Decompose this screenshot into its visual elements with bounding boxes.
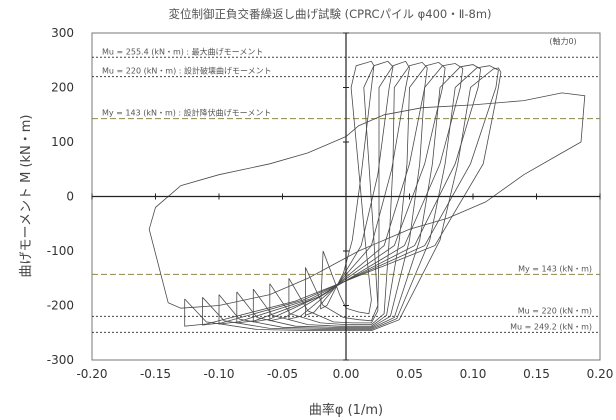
x-tick-label: 0.20 xyxy=(587,367,614,381)
x-tick-label: -0.20 xyxy=(76,367,107,381)
hysteresis-loop-9 xyxy=(184,67,502,331)
x-tick-label: 0.10 xyxy=(460,367,487,381)
hysteresis-loop-1 xyxy=(320,60,375,315)
x-tick-label: 0.05 xyxy=(396,367,423,381)
x-axis-label: 曲率φ (1/m) xyxy=(309,402,383,418)
y-tick-label: 200 xyxy=(51,81,74,95)
y-tick-label: -300 xyxy=(47,353,74,367)
x-tick-label: -0.05 xyxy=(267,367,298,381)
reference-line-label: Mu = 220 (kN・m) xyxy=(518,306,592,315)
hysteresis-loop-7 xyxy=(218,64,482,329)
reference-line-label: Mu = 220 (kN・m) : 設計破壊曲げモーメント xyxy=(102,66,272,76)
x-tick-label: -0.15 xyxy=(140,367,171,381)
chart-title: 変位制御正負交番繰返し曲げ試験 (CPRCパイル φ400・Ⅱ-8m) xyxy=(168,7,491,21)
reference-line-label: Mu = 249.2 (kN・m) xyxy=(510,322,592,331)
axial-force-note: (軸力0) xyxy=(549,36,576,46)
y-axis-label: 曲げモーメント M (kN・m) xyxy=(19,114,34,277)
hysteresis-loop-6 xyxy=(236,63,464,328)
x-tick-label: 0.15 xyxy=(523,367,550,381)
hysteresis-loop-10 xyxy=(148,92,586,309)
y-tick-label: 100 xyxy=(51,135,74,149)
x-tick-label: 0.00 xyxy=(333,367,360,381)
y-tick-label: -100 xyxy=(47,244,74,258)
y-tick-label: 0 xyxy=(66,190,74,204)
reference-line-label: Mu = 255.4 (kN・m) : 最大曲げモーメント xyxy=(102,46,263,56)
y-tick-labels: 300 200 100 0 -100 -200 -300 xyxy=(47,26,74,367)
series-group xyxy=(148,60,586,331)
reference-line-label: My = 143 (kN・m) : 設計降伏曲げモーメント xyxy=(102,108,271,118)
reference-line-label: My = 143 (kN・m) xyxy=(518,264,592,273)
hysteresis-loop-8 xyxy=(202,65,499,330)
y-tick-label: -200 xyxy=(47,299,74,313)
zero-axes xyxy=(91,32,601,361)
hysteresis-loop-3 xyxy=(288,60,410,324)
x-tick-labels: -0.20 -0.15 -0.10 -0.05 0.00 0.05 0.10 0.15 0.20 xyxy=(76,367,613,381)
y-tick-label: 300 xyxy=(51,26,74,40)
x-tick-label: -0.10 xyxy=(203,367,234,381)
